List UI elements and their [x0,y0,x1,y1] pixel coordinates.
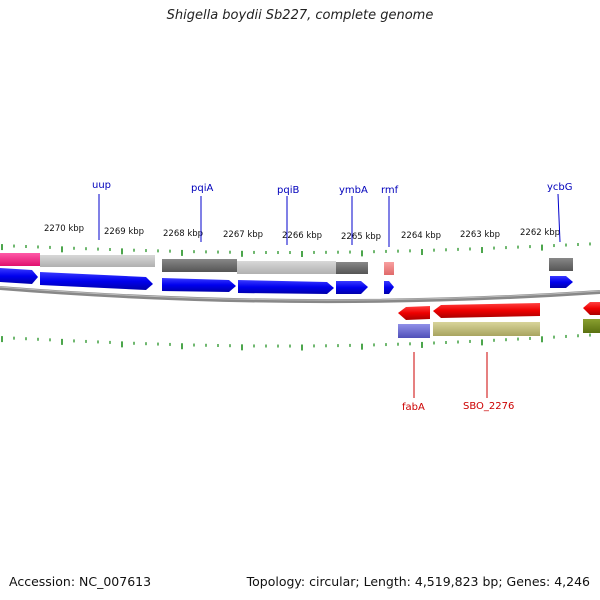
kbp-label: 2263 kbp [460,230,500,240]
gene-label-uup[interactable]: uup [92,180,111,191]
forward-gene-arrow [162,278,236,292]
gene-label-pqiB[interactable]: pqiB [277,185,299,196]
reverse-gene-arrow [398,306,430,320]
gene-label-fabA[interactable]: fabA [402,402,425,413]
reverse-gene-arrow [583,302,600,315]
kbp-label: 2264 kbp [401,231,441,241]
gene-label-SBO_2276[interactable]: SBO_2276 [463,401,514,412]
forward-gene-arrow [336,281,368,294]
kbp-label: 2265 kbp [341,232,381,242]
reverse-gene-callouts [413,352,488,398]
gene-callout-line [557,193,561,243]
gene-label-pqiA[interactable]: pqiA [191,183,213,194]
category-block [384,262,394,275]
category-block [0,253,40,266]
category-block [433,322,540,336]
kbp-label: 2267 kbp [223,230,263,240]
kbp-label: 2268 kbp [163,229,203,239]
accession-text: Accession: NC_007613 [9,574,152,589]
lower-tick-track [1,333,591,351]
category-block [237,261,336,274]
forward-gene-arrow [0,268,38,284]
forward-gene-arrow [384,281,394,294]
category-block [583,319,600,333]
reverse-gene-arrow [433,303,540,318]
kbp-label: 2266 kbp [282,231,322,241]
genome-backbone [0,286,600,304]
gene-label-ycbG[interactable]: ycbG [547,182,573,193]
map-title: Shigella boydii Sb227, complete genome [166,8,434,23]
category-block [336,262,368,274]
kbp-label: 2262 kbp [520,228,560,238]
forward-gene-arrow [550,276,573,288]
kbp-label: 2269 kbp [104,227,144,237]
upper-tick-track [1,242,591,257]
genome-summary-text: Topology: circular; Length: 4,519,823 bp… [246,574,590,589]
backbone-highlight [0,286,600,301]
forward-gene-arrow [238,280,334,294]
forward-gene-labels [98,193,561,247]
kbp-label-group: 2270 kbp 2269 kbp 2268 kbp 2267 kbp 2266… [44,224,560,242]
category-block [398,324,430,338]
forward-gene-arrow [40,272,153,290]
category-block [162,259,237,272]
category-block [549,258,573,271]
category-block [40,255,155,267]
gene-label-rmf[interactable]: rmf [381,185,399,196]
kbp-label: 2270 kbp [44,224,84,234]
gene-label-ymbA[interactable]: ymbA [339,185,368,196]
